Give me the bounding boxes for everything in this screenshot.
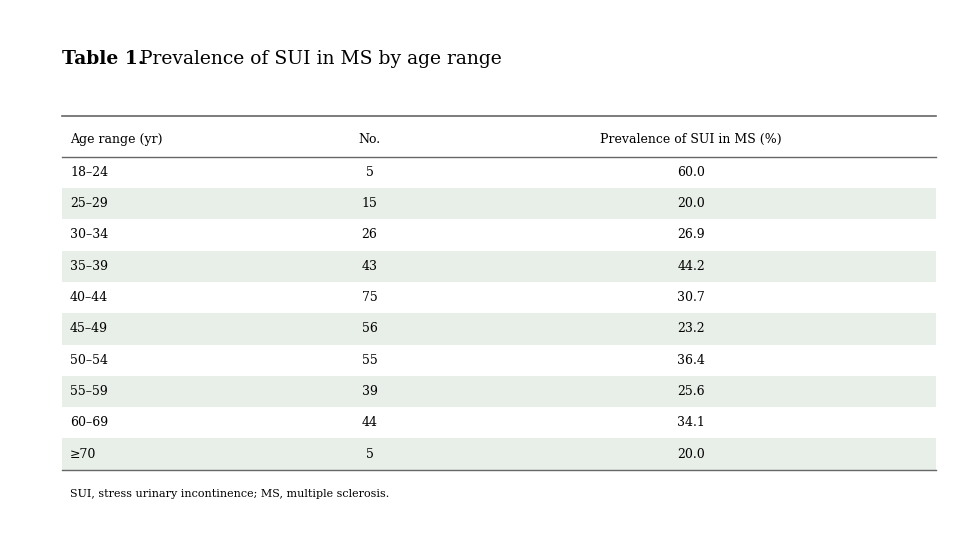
- Text: 55–59: 55–59: [70, 385, 108, 398]
- Text: 18–24: 18–24: [70, 166, 108, 179]
- Text: International Neurourology Journal 2016;20:224–231: International Neurourology Journal 2016;…: [13, 139, 23, 401]
- Text: 36.4: 36.4: [677, 354, 706, 367]
- Text: 50–54: 50–54: [70, 354, 108, 367]
- Text: 26: 26: [362, 228, 377, 241]
- Text: 60–69: 60–69: [70, 416, 108, 429]
- Text: Age range (yr): Age range (yr): [70, 132, 162, 146]
- Text: 34.1: 34.1: [677, 416, 706, 429]
- Text: 44.2: 44.2: [678, 260, 705, 273]
- Text: 40–44: 40–44: [70, 291, 108, 304]
- Text: 5: 5: [366, 166, 373, 179]
- Text: 25.6: 25.6: [678, 385, 705, 398]
- Text: 25–29: 25–29: [70, 197, 108, 210]
- Text: 23.2: 23.2: [678, 322, 705, 335]
- Text: 26.9: 26.9: [678, 228, 705, 241]
- Text: SUI, stress urinary incontinence; MS, multiple sclerosis.: SUI, stress urinary incontinence; MS, mu…: [70, 489, 390, 499]
- Text: 30.7: 30.7: [678, 291, 705, 304]
- Text: 56: 56: [362, 322, 377, 335]
- Text: 39: 39: [362, 385, 377, 398]
- Text: 35–39: 35–39: [70, 260, 108, 273]
- Text: 75: 75: [362, 291, 377, 304]
- Text: 60.0: 60.0: [677, 166, 706, 179]
- Text: Prevalence of SUI in MS by age range: Prevalence of SUI in MS by age range: [134, 50, 502, 68]
- Text: Table 1.: Table 1.: [62, 50, 145, 68]
- Text: 43: 43: [362, 260, 377, 273]
- Text: 30–34: 30–34: [70, 228, 108, 241]
- Text: No.: No.: [358, 132, 381, 146]
- Text: 20.0: 20.0: [678, 197, 705, 210]
- Text: 20.0: 20.0: [678, 448, 705, 461]
- Text: 5: 5: [366, 448, 373, 461]
- Text: Prevalence of SUI in MS (%): Prevalence of SUI in MS (%): [600, 132, 782, 146]
- Text: ≥70: ≥70: [70, 448, 96, 461]
- Text: 44: 44: [362, 416, 377, 429]
- Text: 15: 15: [362, 197, 377, 210]
- Text: 45–49: 45–49: [70, 322, 108, 335]
- Text: 55: 55: [362, 354, 377, 367]
